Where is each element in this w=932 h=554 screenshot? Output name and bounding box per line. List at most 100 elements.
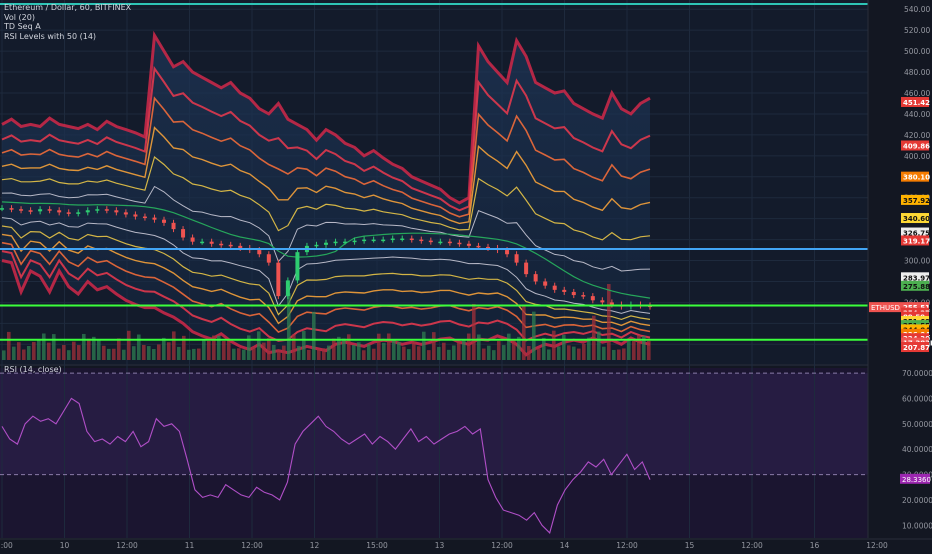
volume-bar — [287, 293, 291, 360]
price-tick-label: 400.00 — [904, 152, 930, 161]
volume-bar — [582, 343, 586, 360]
indicator-volume[interactable]: Vol (20) — [4, 12, 35, 22]
volume-bar — [467, 333, 471, 360]
volume-bar — [552, 330, 556, 360]
upper-envelope-line — [1, 96, 651, 218]
volume-bar — [77, 345, 81, 360]
volume-bar — [237, 348, 241, 360]
candle-body — [466, 243, 471, 246]
time-tick-label: 12:00 — [741, 541, 763, 550]
price-label-box — [901, 342, 929, 353]
volume-bar — [322, 348, 326, 360]
upper-envelope-line — [1, 155, 651, 241]
volume-bar — [422, 331, 426, 360]
candle-body — [9, 208, 14, 210]
time-tick-label: 15:00 — [366, 541, 388, 550]
rsi-tick-label: 20.0000 — [902, 496, 932, 505]
volume-bar — [97, 339, 101, 360]
candle-body — [505, 250, 510, 255]
volume-bar — [647, 340, 651, 360]
volume-bar — [522, 305, 526, 360]
volume-bar — [72, 341, 76, 360]
volume-bar — [392, 340, 396, 360]
volume-bar — [502, 345, 506, 360]
candle-body — [0, 208, 4, 210]
candle-body — [152, 217, 157, 220]
candle-body — [85, 210, 90, 213]
candle-body — [266, 254, 271, 263]
upper-envelope-line — [1, 126, 651, 225]
volume-bar — [472, 303, 476, 360]
volume-bar — [452, 345, 456, 360]
candle-body — [428, 240, 433, 243]
candle-body — [76, 212, 81, 214]
volume-bar — [162, 337, 166, 360]
volume-bar — [132, 346, 136, 360]
price-label-box — [901, 272, 929, 283]
candle-body — [514, 254, 519, 263]
volume-bar — [512, 338, 516, 360]
volume-bar — [357, 342, 361, 360]
price-series — [0, 201, 652, 310]
volume-bar — [567, 345, 571, 360]
volume-bar — [597, 331, 601, 360]
volume-bar — [347, 334, 351, 360]
volume-bar — [112, 348, 116, 360]
rsi-tick-label: 70.0000 — [902, 369, 932, 378]
price-label-text: 207.87 — [903, 344, 930, 352]
time-axis[interactable]: 12:00 10 12:00 11 12:00 12 15:00 13 12:00 14 12:00… — [0, 538, 932, 550]
rsi-pane-title[interactable]: RSI (14, close) — [4, 365, 62, 374]
volume-bar — [532, 311, 536, 360]
indicator-td-seq[interactable]: TD Seq A — [4, 22, 41, 31]
volume-bar — [507, 333, 511, 360]
volume-bar — [7, 331, 11, 360]
symbol-title[interactable]: Ethereum / Dollar, 60, BITFINEX — [4, 3, 132, 12]
candle-body — [524, 262, 529, 275]
candle-body — [276, 262, 281, 297]
price-label-box — [901, 213, 929, 224]
price-tick-label: 480.00 — [904, 68, 930, 77]
volume-bar — [137, 334, 141, 360]
price-label-box — [901, 96, 929, 107]
candle-body — [371, 239, 376, 242]
rsi-line — [1, 397, 651, 534]
candle-body — [181, 229, 186, 238]
candle-body — [104, 209, 109, 211]
volume-bar — [232, 348, 236, 360]
candle-body — [590, 296, 595, 301]
volume-bar — [272, 344, 276, 360]
price-axis[interactable]: 220.00240.00260.00280.00300.00320.00340.… — [867, 0, 932, 550]
volume-bar — [267, 338, 271, 360]
candle-body — [47, 209, 52, 211]
candle-body — [123, 212, 128, 215]
rsi-band-fill — [0, 373, 868, 475]
volume-bar — [37, 339, 41, 360]
volume-bar — [352, 345, 356, 360]
volume-bar — [222, 340, 226, 360]
candle-body — [390, 238, 395, 241]
price-tick-label: 500.00 — [904, 47, 930, 56]
candle-body — [238, 245, 243, 248]
volume-bars — [2, 284, 651, 360]
volume-bar — [517, 336, 521, 360]
volume-bar — [157, 344, 161, 360]
horizontal-lines[interactable] — [0, 3, 868, 341]
volume-bar — [12, 346, 16, 360]
volume-bar — [642, 336, 646, 360]
volume-bar — [167, 342, 171, 360]
indicator-rsi-levels[interactable]: RSI Levels with 50 (14) — [4, 31, 97, 41]
time-tick-label: 10 — [60, 541, 70, 550]
price-label-box — [901, 140, 929, 151]
volume-bar — [312, 311, 316, 360]
candle-body — [142, 216, 147, 219]
time-tick-label: 12:00 — [116, 541, 138, 550]
volume-bar — [262, 342, 266, 360]
candle-body — [333, 241, 338, 244]
candle-body — [609, 302, 614, 305]
candle-body — [171, 222, 176, 230]
price-label-box — [901, 280, 929, 291]
volume-bar — [497, 341, 501, 360]
volume-bar — [562, 334, 566, 360]
